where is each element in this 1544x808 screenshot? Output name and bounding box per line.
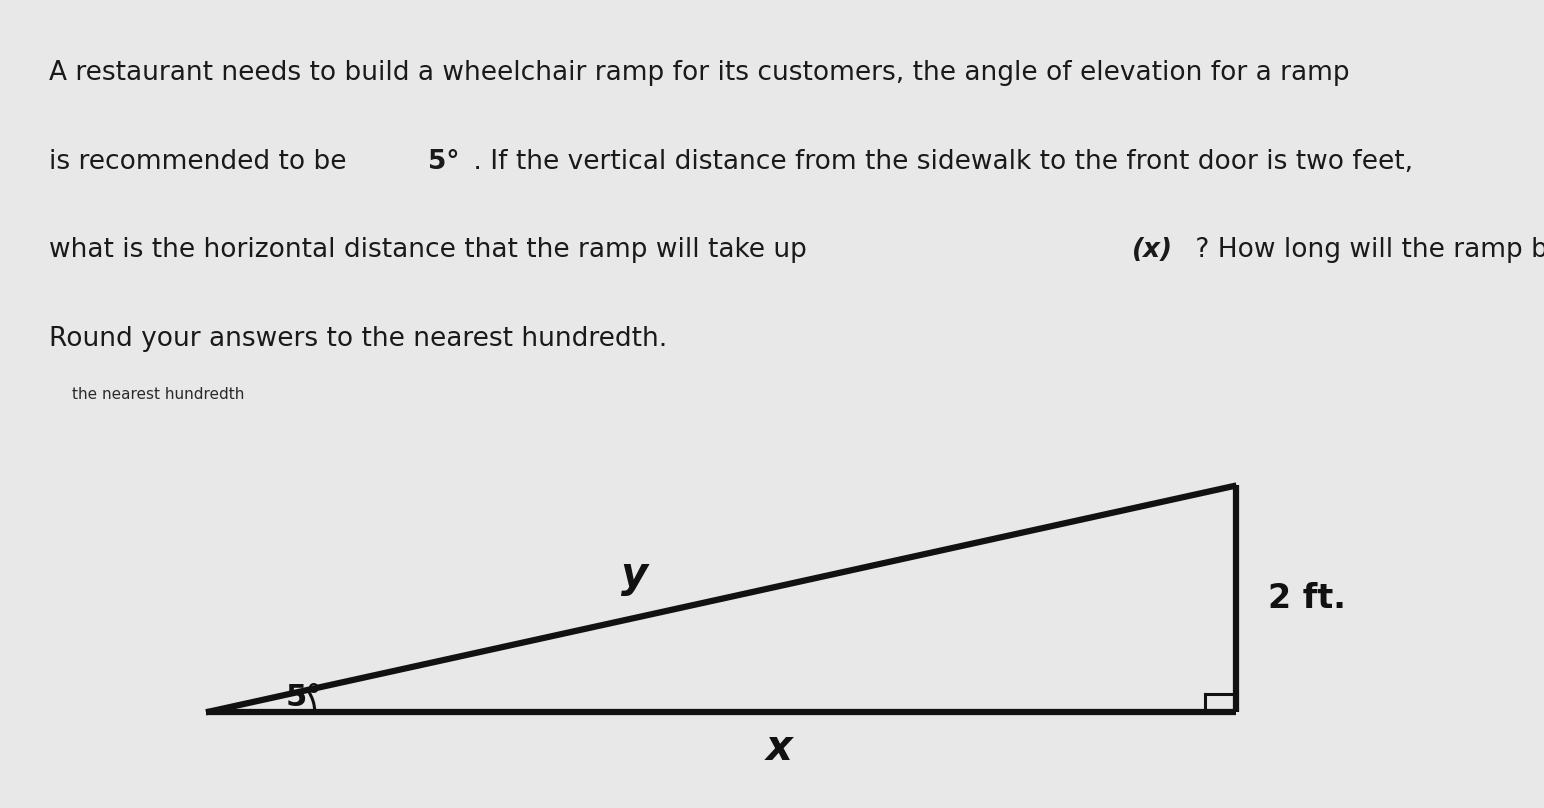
Text: y: y — [621, 554, 647, 596]
Text: 5°: 5° — [286, 683, 323, 712]
Text: 2 ft.: 2 ft. — [1268, 583, 1346, 616]
Text: . If the vertical distance from the sidewalk to the front door is two feet,: . If the vertical distance from the side… — [465, 149, 1413, 175]
Text: Round your answers to the nearest hundredth.: Round your answers to the nearest hundre… — [49, 326, 667, 352]
Text: is recommended to be: is recommended to be — [49, 149, 355, 175]
Text: (x): (x) — [1132, 238, 1173, 263]
Text: the nearest hundredth: the nearest hundredth — [73, 387, 245, 402]
Text: what is the horizontal distance that the ramp will take up: what is the horizontal distance that the… — [49, 238, 824, 263]
Text: x: x — [766, 726, 792, 768]
Text: ? How long will the ramp be (y)?: ? How long will the ramp be (y)? — [1186, 238, 1544, 263]
Text: A restaurant needs to build a wheelchair ramp for its customers, the angle of el: A restaurant needs to build a wheelchair… — [49, 60, 1349, 86]
Text: 5°: 5° — [428, 149, 460, 175]
